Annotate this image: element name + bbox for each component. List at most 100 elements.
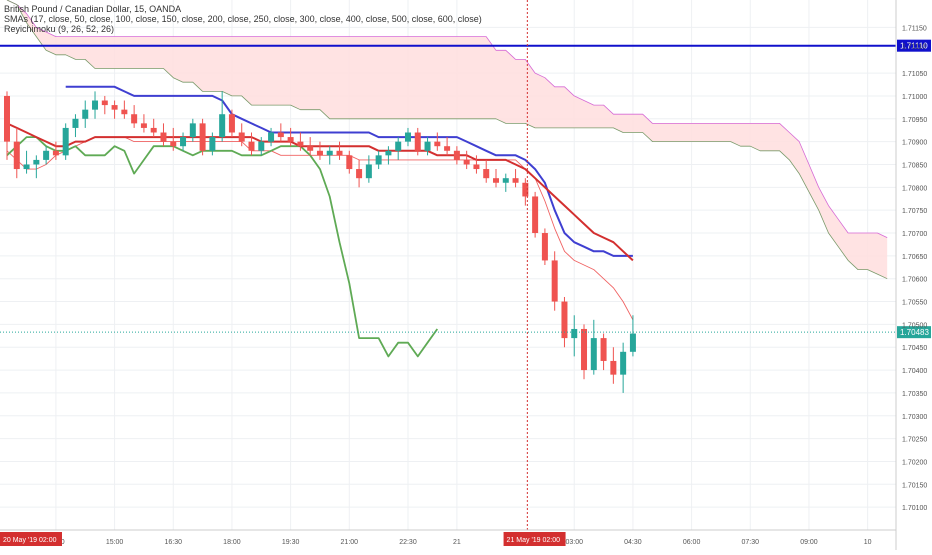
x-tick-label: 21:00 [341,539,359,546]
y-tick-label: 1.70900 [902,140,927,147]
candle-down [228,114,235,133]
candle-up [258,141,265,151]
candle-down [434,141,441,147]
y-tick-label: 1.70850 [902,162,927,169]
indicator-smas: SMAs (17, close, 50, close, 100, close, … [4,14,482,24]
level-price-label: 1.71110 [900,42,928,51]
sma-slow-line [65,85,633,257]
x-tick-label: 06:00 [683,539,701,546]
candle-down [532,196,539,234]
candle-up [43,150,50,160]
y-tick-label: 1.70250 [902,437,927,444]
candle-up [395,141,402,151]
y-tick-label: 1.70200 [902,459,927,466]
x-tick-label: 07:30 [742,539,760,546]
y-tick-label: 1.70550 [902,300,927,307]
overlays: 1.71110 1.70483 [0,0,931,530]
x-tick-label: 04:30 [624,539,642,546]
y-tick-label: 1.70350 [902,391,927,398]
candle-down [483,169,490,179]
x-tick-label: 09:00 [800,539,818,546]
y-tick-label: 1.70100 [902,505,927,512]
candle-up [23,164,30,170]
candle-down [414,132,421,151]
candle-up [92,100,99,110]
candle-up [424,141,431,151]
candle-up [180,137,187,147]
candle-down [316,150,323,156]
candle-down [356,169,363,179]
time-axis-date-label: 21 May '19 02:00 [507,537,561,544]
candle-down [541,233,548,261]
time-axis-date-tag [503,532,566,546]
chart-title: British Pound / Canadian Dollar, 15, OAN… [4,4,182,14]
y-tick-label: 1.70950 [902,117,927,124]
x-tick-label: 10 [864,539,872,546]
y-tick-label: 1.70500 [902,322,927,329]
ichimoku-span-b [6,0,888,280]
candle-down [160,132,167,142]
candle-down [610,360,617,375]
y-tick-label: 1.70400 [902,368,927,375]
candle-down [111,105,118,110]
candle-down [493,178,499,183]
y-tick-label: 1.70450 [902,345,927,352]
y-tick-label: 1.71000 [902,94,927,101]
candle-down [52,150,59,156]
candle-up [72,118,79,128]
candle-down [551,260,558,302]
x-tick-label: 15:00 [106,539,124,546]
price-axis: 1.71150 1.71110 1.71050 1.71000 1.70950 1.709… [895,0,927,550]
candle-down [297,141,304,147]
candle-down [150,127,157,133]
candle-down [4,95,10,142]
ichimoku-span-a [6,0,888,238]
y-tick-label: 1.70600 [902,277,927,284]
candle-up [219,114,226,138]
candle-down [199,123,206,151]
candle-up [590,338,597,371]
y-tick-label: 1.70650 [902,254,927,261]
candle-up [209,137,216,151]
candle-up [629,333,636,352]
ichimoku-cloud [6,0,888,280]
candle-up [33,159,40,165]
y-tick-label: 1.71050 [902,71,927,78]
cloud-fill [7,0,888,279]
candle-down [473,164,480,170]
y-tick-label: 1.70300 [902,414,927,421]
candle-up [375,155,382,165]
candle-up [385,150,392,156]
candle-down [512,178,519,183]
y-tick-label: 1.70700 [902,231,927,238]
time-axis-date-tag [0,532,62,546]
candle-up [82,109,89,119]
level-price-tag [897,39,931,52]
last-price-label: 1.70483 [900,328,929,337]
candle-up [620,351,627,375]
candle-up [62,127,69,156]
candle-down [238,132,245,142]
y-tick-label: 1.70800 [902,185,927,192]
last-price-tag [897,326,931,339]
y-tick-label: 1.71150 [902,25,927,32]
candle-up [365,164,372,179]
candle-up [268,132,275,142]
chart-legend: British Pound / Canadian Dollar, 15, OAN… [4,4,482,34]
candle-down [170,141,177,147]
x-tick-label: 16:30 [164,539,182,546]
candle-down [453,150,460,160]
candle-down [140,123,147,128]
candle-down [307,146,314,151]
candle-down [444,146,451,151]
candle-up [404,132,411,142]
y-tick-label: 1.70750 [902,208,927,215]
x-tick-label: 03:00 [565,539,583,546]
candles [4,91,636,393]
candle-down [277,132,284,138]
x-tick-label: 21 [453,539,461,546]
time-axis-date-label: 20 May '19 02:00 [3,537,57,544]
candle-up [571,328,578,339]
